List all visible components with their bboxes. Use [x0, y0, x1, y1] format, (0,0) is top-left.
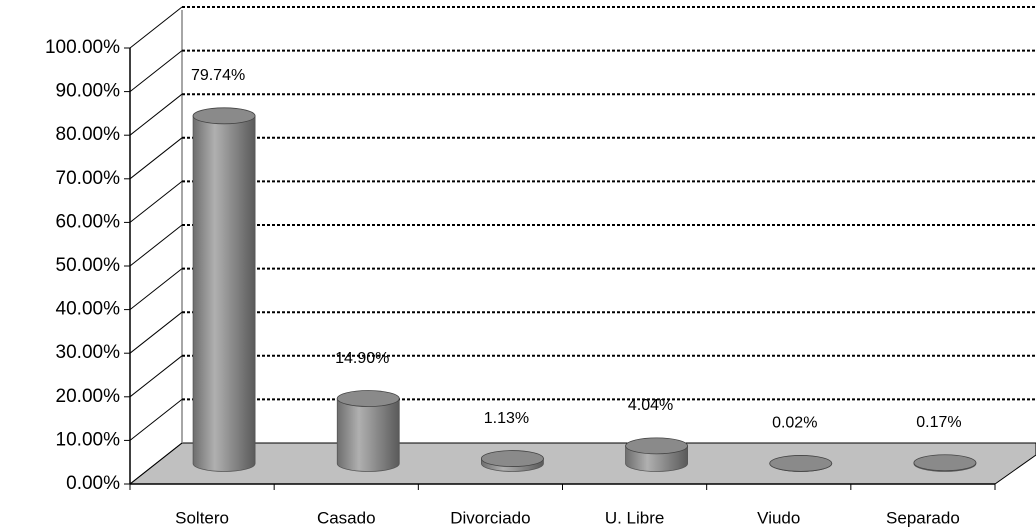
x-tick-label: Separado	[886, 508, 960, 527]
value-label: 1.13%	[484, 410, 529, 427]
y-tick-label: 30.00%	[56, 342, 121, 363]
y-tick-label: 0.00%	[66, 473, 120, 494]
side-grid-line	[129, 6, 183, 49]
side-grid-line	[129, 181, 183, 223]
bar	[192, 115, 256, 472]
y-tick-label: 90.00%	[56, 81, 121, 102]
x-tick-label: Soltero	[175, 508, 229, 527]
side-grid-line	[129, 50, 183, 92]
y-tick-label: 10.00%	[56, 429, 121, 450]
floor	[128, 442, 1036, 485]
y-tick-label: 40.00%	[56, 299, 121, 320]
side-grid-line	[129, 224, 183, 267]
side-grid-line	[129, 311, 183, 354]
bar-top	[336, 390, 400, 407]
side-grid-line	[129, 442, 183, 485]
bar-top	[625, 437, 688, 455]
value-label: 0.17%	[916, 414, 961, 431]
side-grid-line	[129, 93, 183, 136]
y-tick-label: 70.00%	[56, 168, 121, 189]
side-grid-line	[129, 137, 183, 180]
y-tick-label: 100.00%	[45, 37, 120, 58]
x-tick-label: Divorciado	[450, 508, 530, 527]
x-tick-label: U. Libre	[605, 508, 665, 527]
value-label: 79.74%	[191, 67, 245, 84]
y-tick-label: 50.00%	[56, 255, 121, 276]
bar	[336, 398, 400, 472]
bar-top	[913, 454, 977, 472]
side-grid-line	[129, 268, 183, 310]
y-tick-label: 20.00%	[56, 386, 121, 407]
value-label: 14.90%	[335, 350, 389, 367]
value-label: 4.04%	[628, 397, 673, 414]
x-tick-label: Casado	[317, 508, 376, 527]
bar-top	[769, 455, 833, 472]
side-grid-line	[129, 355, 183, 398]
value-label: 0.02%	[772, 415, 817, 432]
bar-top	[481, 450, 544, 467]
y-tick-label: 80.00%	[56, 124, 121, 145]
y-tick-label: 60.00%	[56, 211, 121, 232]
bar-top	[192, 107, 256, 125]
side-grid-line	[129, 399, 183, 441]
x-tick-label: Viudo	[757, 508, 800, 527]
